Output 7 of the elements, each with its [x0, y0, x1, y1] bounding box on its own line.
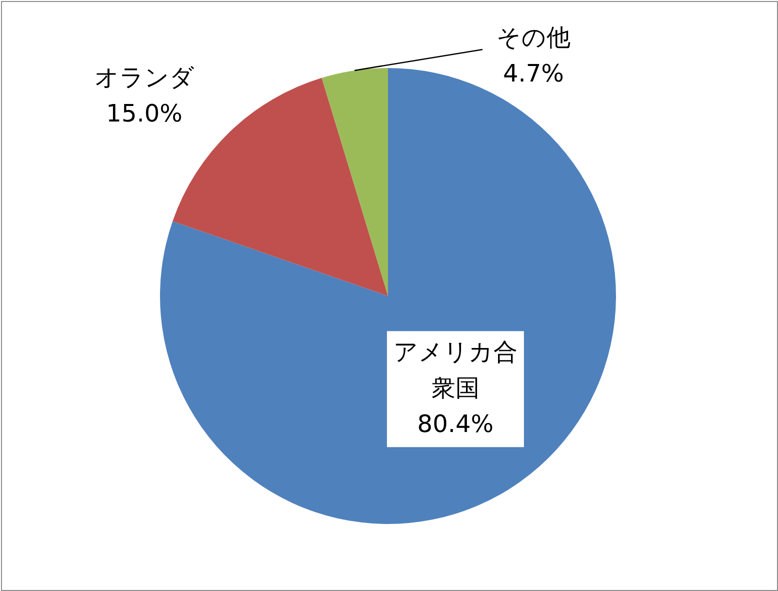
- data-label: 4.7%: [503, 59, 564, 88]
- slice-label: オランダ: [94, 63, 194, 92]
- data-label: 15.0%: [106, 99, 182, 128]
- slice-label: アメリカ合衆国: [393, 338, 518, 402]
- pie-slice: [322, 68, 388, 296]
- slice-label: その他: [496, 23, 570, 52]
- data-label: 80.4%: [417, 410, 494, 438]
